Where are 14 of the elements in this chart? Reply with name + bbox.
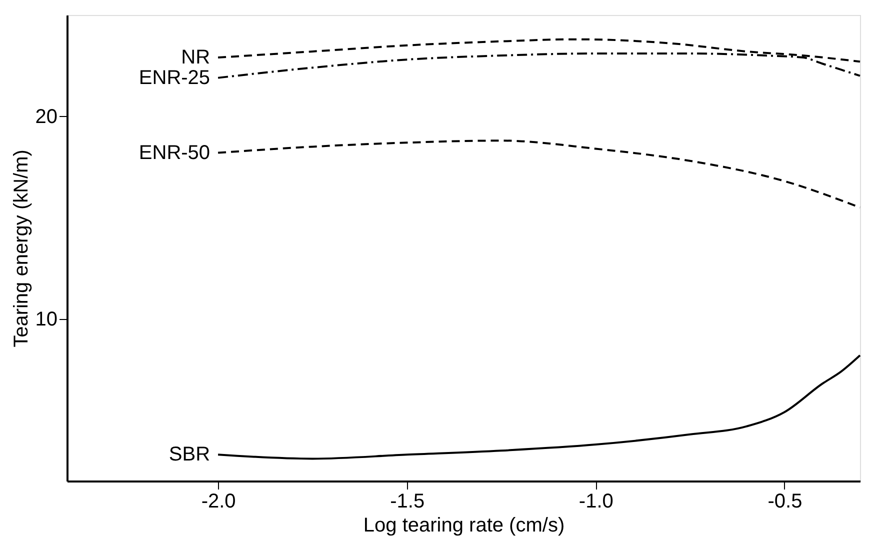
series-label: SBR [168,444,210,466]
y-tick-label: 10 [35,308,58,330]
line-series [217,354,861,460]
series-label: ENR-25 [138,66,210,89]
x-tick-label: -2.0 [201,490,236,512]
series-label: NR [181,46,210,69]
line-series [217,140,861,208]
x-tick-label: -1.5 [390,490,425,512]
y-tick-label: 20 [35,106,58,128]
x-tick-label: -0.5 [768,490,802,512]
series-label: ENR-50 [138,142,210,164]
y-axis-title: Tearing energy (kN/m) [10,150,32,348]
x-axis-title: Log tearing rate (cm/s) [363,514,565,536]
x-tick-label: -1.0 [578,490,614,512]
